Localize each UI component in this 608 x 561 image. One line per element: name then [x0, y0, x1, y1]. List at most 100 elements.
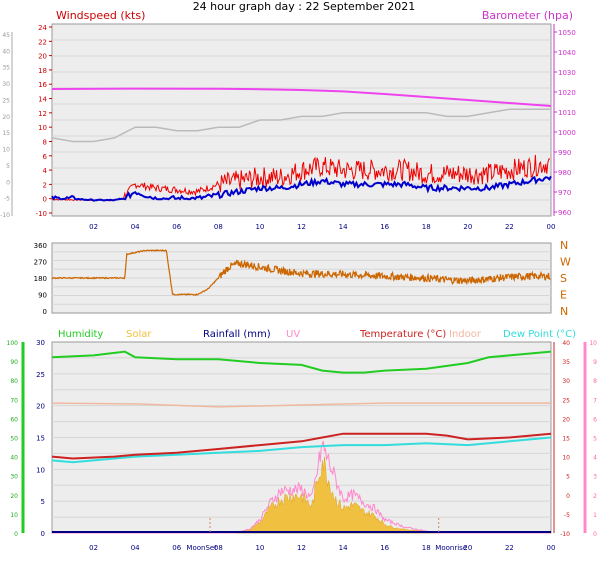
temp-tick-label: 20 [562, 416, 570, 423]
wind-tick-label: 18 [38, 67, 47, 75]
baro-tick-label: 990 [558, 149, 571, 157]
x-tick-label: 06 [172, 223, 181, 231]
outer-tick-label: 0 [6, 179, 10, 186]
climate-panel [51, 341, 552, 534]
x-tick-label-bottom: 10 [255, 544, 264, 552]
outer-tick-label: 45 [2, 32, 10, 39]
indoor-line [51, 402, 551, 408]
x-tick-label-bottom: 14 [339, 544, 348, 552]
rain-tick-label: 25 [36, 371, 45, 379]
wind-direction-line [51, 249, 551, 296]
temp-tick-label: 35 [562, 359, 570, 366]
baro-tick-label: 1020 [558, 89, 576, 97]
legend-item: Temperature (°C) [359, 329, 446, 340]
rain-tick-label: 5 [41, 498, 45, 506]
legend-item: Humidity [58, 329, 103, 340]
uv-tick-label: 8 [593, 378, 597, 385]
temp-tick-label: 5 [566, 474, 570, 481]
outer-tick-label: -5 [4, 196, 10, 203]
x-tick-label: 02 [89, 223, 98, 231]
humidity-line [51, 350, 552, 374]
wind-tick-label: 6 [43, 153, 48, 161]
compass-label: S [560, 272, 567, 285]
wind-axis-title: Windspeed (kts) [56, 9, 145, 22]
wind-gust-line [51, 154, 551, 202]
rain-tick-label: 10 [36, 466, 45, 474]
outer-tick-label: 40 [2, 48, 10, 55]
x-tick-label: 22 [505, 223, 514, 231]
humidity-tick-label: 30 [10, 474, 18, 481]
outer-tick-label: 35 [2, 65, 10, 72]
direction-tick-label: 0 [43, 308, 47, 316]
legend-item: Dew Point (°C) [503, 329, 576, 340]
wind-tick-label: 8 [43, 138, 47, 146]
x-tick-label-bottom: 16 [380, 544, 389, 552]
uv-tick-label: 10 [589, 340, 597, 347]
direction-panel [51, 242, 552, 314]
uv-tick-label: 2 [593, 493, 597, 500]
temperature-line [51, 432, 552, 460]
chart-title: 24 hour graph day : 22 September 2021 [192, 0, 416, 13]
rain-tick-label: 0 [41, 530, 45, 538]
rain-tick-label: 15 [36, 435, 45, 443]
uv-tick-label: 6 [593, 416, 597, 423]
uv-tick-label: 1 [593, 512, 597, 519]
baro-axis-title: Barometer (hpa) [482, 9, 573, 22]
direction-tick-label: 360 [34, 242, 47, 250]
x-tick-label: 08 [214, 223, 223, 231]
moonset-label: MoonSet [186, 544, 217, 552]
outer-tick-label: 30 [2, 81, 10, 88]
humidity-tick-label: 50 [10, 436, 18, 443]
x-tick-label-bottom: 00 [547, 544, 556, 552]
wind-tick-label: 4 [43, 167, 48, 175]
legend-item: Rainfall (mm) [203, 329, 271, 340]
x-tick-label-bottom: 12 [297, 544, 306, 552]
baro-tick-label: 1050 [558, 29, 576, 37]
humidity-tick-label: 10 [10, 512, 18, 519]
baro-tick-label: 970 [558, 189, 571, 197]
wind-tick-label: 20 [38, 53, 47, 61]
humidity-tick-label: 20 [10, 493, 18, 500]
outer-tick-label: 5 [6, 163, 10, 170]
x-tick-label: 12 [297, 223, 306, 231]
compass-label: E [560, 289, 567, 302]
outer-tick-label: 10 [2, 147, 10, 154]
wind-tick-label: 2 [43, 181, 47, 189]
outer-tick-label: 20 [2, 114, 10, 121]
x-tick-label: 04 [131, 223, 140, 231]
humidity-tick-label: 100 [7, 340, 19, 347]
direction-tick-label: 270 [34, 259, 47, 267]
x-tick-label-bottom: 20 [463, 544, 472, 552]
humidity-tick-label: 0 [14, 531, 18, 538]
x-tick-label: 18 [422, 223, 431, 231]
baro-tick-label: 1030 [558, 69, 576, 77]
legend-item: Indoor [449, 329, 482, 340]
compass-label: W [560, 256, 571, 269]
moonrise-label: Moonrise [435, 544, 467, 552]
wind-tick-label: 16 [38, 81, 47, 89]
wind-tick-label: 22 [38, 38, 47, 46]
temp-tick-label: 25 [562, 397, 570, 404]
compass-label: N [560, 239, 568, 252]
humidity-tick-label: 60 [10, 416, 18, 423]
legend-item: Solar [126, 329, 152, 340]
uv-tick-label: 7 [593, 397, 597, 404]
direction-tick-label: 90 [38, 292, 47, 300]
rain-tick-label: 30 [36, 339, 45, 347]
uv-tick-label: 3 [593, 474, 597, 481]
dewpoint-line [51, 436, 552, 464]
wind-tick-label: 0 [43, 196, 47, 204]
wind-tick-label: -10 [36, 210, 47, 218]
baro-tick-label: 1000 [558, 129, 576, 137]
barometer-line [51, 87, 552, 107]
baro-tick-label: 1040 [558, 49, 576, 57]
wind-tick-label: 14 [38, 96, 47, 104]
compass-label: N [560, 305, 568, 318]
uv-tick-label: 5 [593, 436, 597, 443]
humidity-tick-label: 80 [10, 378, 18, 385]
baro-tick-label: 980 [558, 169, 571, 177]
x-tick-label: 10 [255, 223, 264, 231]
temp-tick-label: 30 [562, 378, 570, 385]
humidity-tick-label: 70 [10, 397, 18, 404]
